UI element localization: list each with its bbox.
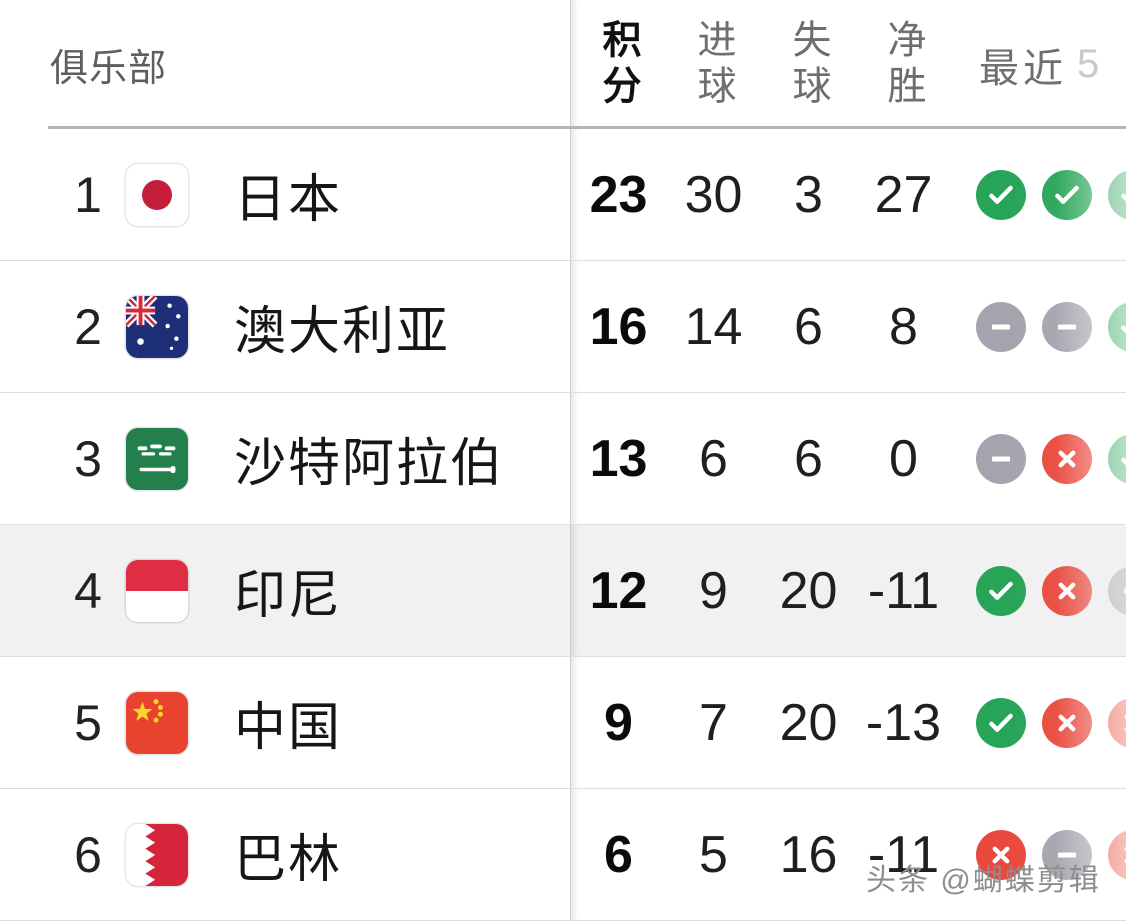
- goals-for-value: 6: [699, 429, 728, 488]
- goal-diff-value: -11: [867, 825, 940, 884]
- goals-against-value: 16: [779, 825, 838, 884]
- last5-results: [951, 697, 1126, 748]
- table-row-china[interactable]: 5 中国 9 7 20 -13: [0, 657, 1126, 789]
- club-column-header: 俱乐部: [50, 48, 168, 90]
- win-icon: [1042, 169, 1092, 220]
- last5-results: [951, 433, 1126, 484]
- goal-diff-value: 0: [889, 429, 918, 488]
- toutiao-watermark: 头条 @蝴蝶剪辑: [866, 864, 1101, 897]
- goals-against-column-header: 失球: [787, 18, 830, 111]
- goal-diff-value: -11: [867, 561, 940, 620]
- goals-against-value: 20: [779, 561, 838, 620]
- goal-diff-value: 8: [889, 297, 918, 356]
- team-name: 沙特阿拉伯: [234, 435, 505, 493]
- china-flag-icon: [126, 691, 188, 754]
- japan-flag-icon: [126, 163, 188, 226]
- team-name: 巴林: [234, 831, 343, 889]
- points-value: 12: [589, 561, 648, 620]
- draw-icon: [976, 301, 1026, 352]
- table-row-japan[interactable]: 1 日本 23 30 3 27: [0, 129, 1126, 261]
- points-column-header: 积分: [597, 18, 640, 111]
- team-name: 澳大利亚: [234, 303, 451, 361]
- win-icon: [1108, 169, 1126, 220]
- loss-icon: [1042, 565, 1092, 616]
- goals-for-value: 14: [684, 297, 743, 356]
- rank-number: 1: [74, 166, 102, 223]
- team-name: 印尼: [234, 567, 343, 625]
- goals-against-value: 20: [779, 693, 838, 752]
- table-header-row: 俱乐部 积分 进球 失球 净胜 最近 5: [0, 0, 1126, 129]
- table-row-indonesia[interactable]: 4 印尼 12 9 20 -11: [0, 525, 1126, 657]
- points-value: 9: [604, 693, 633, 752]
- australia-flag-icon: [126, 295, 188, 358]
- table-row-australia[interactable]: 2: [0, 261, 1126, 393]
- rank-number: 3: [74, 430, 102, 487]
- points-value: 6: [604, 825, 633, 884]
- last5-column-header: 最近 5: [979, 42, 1100, 91]
- goal-diff-value: 27: [874, 165, 933, 224]
- draw-icon: [976, 433, 1026, 484]
- rank-number: 5: [74, 694, 102, 751]
- goal-diff-value: -13: [865, 693, 942, 752]
- rank-number: 2: [74, 298, 102, 355]
- loss-icon: [1108, 829, 1126, 880]
- draw-icon: [1042, 301, 1092, 352]
- win-icon: [976, 697, 1026, 748]
- goals-for-value: 7: [699, 693, 728, 752]
- goals-for-value: 9: [699, 561, 728, 620]
- draw-icon: [1108, 565, 1126, 616]
- loss-icon: [1108, 697, 1126, 748]
- bahrain-flag-icon: [126, 823, 188, 886]
- rank-number: 4: [74, 562, 102, 619]
- team-name: 中国: [234, 699, 343, 757]
- team-name: 日本: [234, 171, 343, 229]
- rank-number: 6: [74, 826, 102, 883]
- table-row-saudi-arabia[interactable]: 3 沙特阿拉伯 13 6: [0, 393, 1126, 525]
- goals-for-value: 30: [684, 165, 743, 224]
- goals-against-value: 3: [794, 165, 823, 224]
- saudi-arabia-flag-icon: [126, 427, 188, 490]
- last5-results: [951, 565, 1126, 616]
- loss-icon: [1042, 433, 1092, 484]
- points-value: 13: [589, 429, 648, 488]
- goal-diff-column-header: 净胜: [882, 18, 925, 111]
- goals-against-value: 6: [794, 297, 823, 356]
- goals-for-value: 5: [699, 825, 728, 884]
- points-value: 23: [589, 165, 648, 224]
- loss-icon: [1042, 697, 1092, 748]
- goals-against-value: 6: [794, 429, 823, 488]
- goals-for-column-header: 进球: [692, 18, 735, 111]
- win-icon: [1108, 301, 1126, 352]
- win-icon: [1108, 433, 1126, 484]
- last5-results: [951, 169, 1126, 220]
- points-value: 16: [589, 297, 648, 356]
- last5-results: [951, 301, 1126, 352]
- indonesia-flag-icon: [126, 559, 188, 622]
- win-icon: [976, 565, 1026, 616]
- win-icon: [976, 169, 1026, 220]
